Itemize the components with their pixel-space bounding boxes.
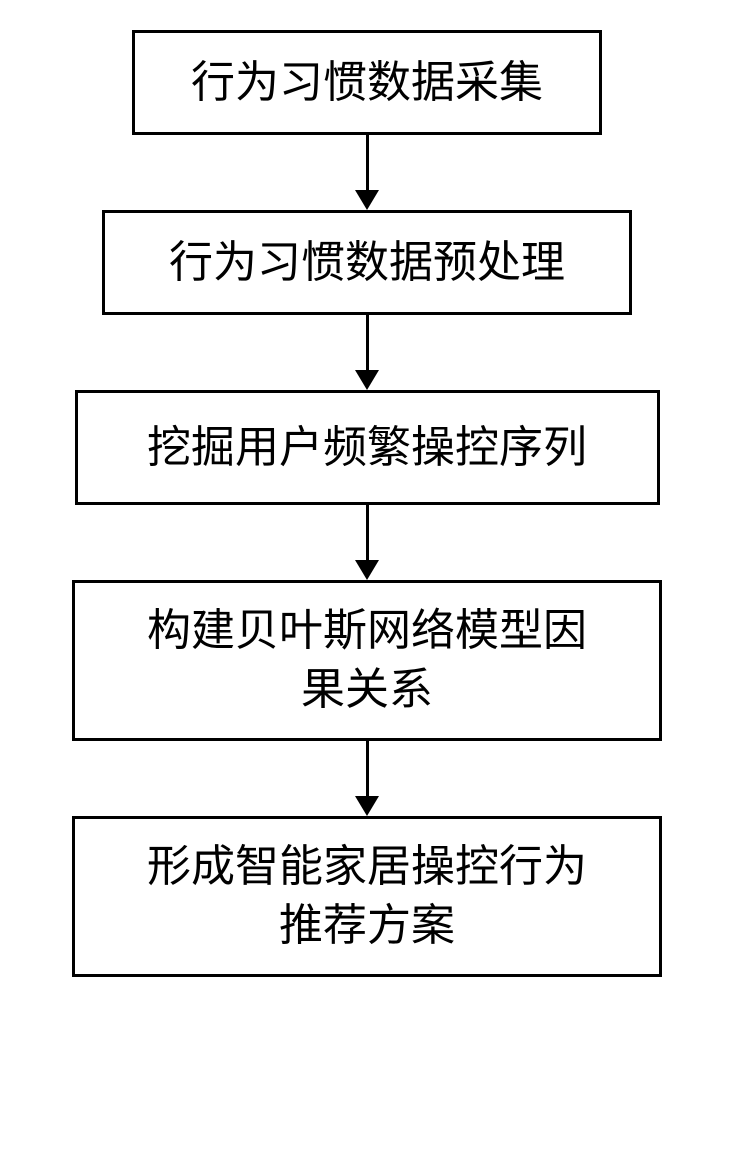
- flowchart-node-5: 形成智能家居操控行为推荐方案: [72, 816, 662, 977]
- node-label: 形成智能家居操控行为推荐方案: [147, 837, 587, 956]
- arrow-head-icon: [355, 796, 379, 816]
- node-label: 挖掘用户频繁操控序列: [147, 418, 587, 477]
- flowchart-node-3: 挖掘用户频繁操控序列: [75, 390, 660, 505]
- arrow-line: [366, 315, 369, 370]
- flowchart-arrow: [355, 315, 379, 390]
- flowchart-node-1: 行为习惯数据采集: [132, 30, 602, 135]
- arrow-head-icon: [355, 560, 379, 580]
- arrow-head-icon: [355, 370, 379, 390]
- arrow-line: [366, 505, 369, 560]
- arrow-head-icon: [355, 190, 379, 210]
- node-label: 构建贝叶斯网络模型因果关系: [147, 601, 587, 720]
- flowchart-container: 行为习惯数据采集 行为习惯数据预处理 挖掘用户频繁操控序列 构建贝叶斯网络模型因…: [72, 30, 662, 977]
- arrow-line: [366, 135, 369, 190]
- flowchart-arrow: [355, 505, 379, 580]
- flowchart-node-4: 构建贝叶斯网络模型因果关系: [72, 580, 662, 741]
- node-label: 行为习惯数据预处理: [169, 233, 565, 292]
- arrow-line: [366, 741, 369, 796]
- flowchart-arrow: [355, 135, 379, 210]
- node-label: 行为习惯数据采集: [191, 53, 543, 112]
- flowchart-node-2: 行为习惯数据预处理: [102, 210, 632, 315]
- flowchart-arrow: [355, 741, 379, 816]
